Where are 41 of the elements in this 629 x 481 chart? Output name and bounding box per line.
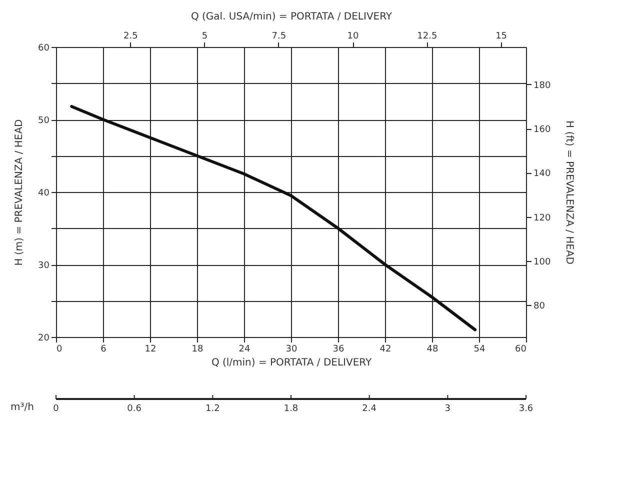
x2-tick-label: 10 (347, 32, 360, 42)
x2-axis-title: Q (Gal. USA/min) = PORTATA / DELIVERY (190, 12, 393, 22)
x2-tick-label: 2.5 (123, 32, 138, 42)
x2-tick-label: 7.5 (272, 32, 286, 42)
x2-tick-label: 5 (202, 32, 208, 42)
text: 1.2 (206, 404, 220, 414)
y2-tick-label: 180 (534, 80, 551, 91)
x-tick-label: 42 (380, 344, 392, 354)
text: 0.6 (127, 404, 142, 414)
x2-tick-label: 12.5 (417, 32, 438, 42)
x-tick-label: 18 (192, 344, 204, 354)
x-tick-label: 24 (238, 344, 250, 354)
y-tick-label: 50 (38, 116, 50, 126)
x-tick-label: 54 (474, 344, 486, 354)
y-axis-title: H (m) = PREVALENZA / HEAD (14, 118, 26, 266)
y2-tick-label: 140 (534, 169, 551, 180)
x-tick-label: 12 (144, 344, 156, 354)
y2-tick-label: 160 (534, 125, 551, 135)
x-tick-label: 6 (100, 344, 107, 354)
text: 1.8 (284, 404, 298, 414)
x-tick-label: 0 (56, 344, 62, 354)
y-tick-label: 30 (38, 261, 50, 271)
y-tick-label: 40 (38, 188, 50, 198)
y-tick-label: 20 (38, 334, 50, 344)
x-tick-label: 36 (332, 344, 344, 354)
text: m³/h (10, 402, 34, 413)
text: 3.6 (518, 404, 534, 414)
line-series (70, 104, 477, 332)
x-tick-label: 48 (426, 344, 438, 354)
text: 0 (53, 404, 60, 414)
y-tick-label: 60 (38, 44, 50, 54)
text: 3 (444, 404, 451, 414)
y2-tick-label: 120 (534, 213, 551, 224)
y2-axis-title: H (ft) = PREVALENZA / HEAD (564, 120, 575, 265)
y2-tick-label: 100 (534, 258, 551, 268)
y2-tick-label: 80 (534, 302, 546, 312)
x-tick-label: 30 (286, 344, 298, 354)
text: 2.4 (362, 404, 377, 414)
x-axis-title: Q (l/min) = PORTATA / DELIVERY (211, 358, 372, 368)
x-tick-label: 60 (515, 344, 527, 354)
x2-tick-label: 15 (496, 32, 508, 42)
